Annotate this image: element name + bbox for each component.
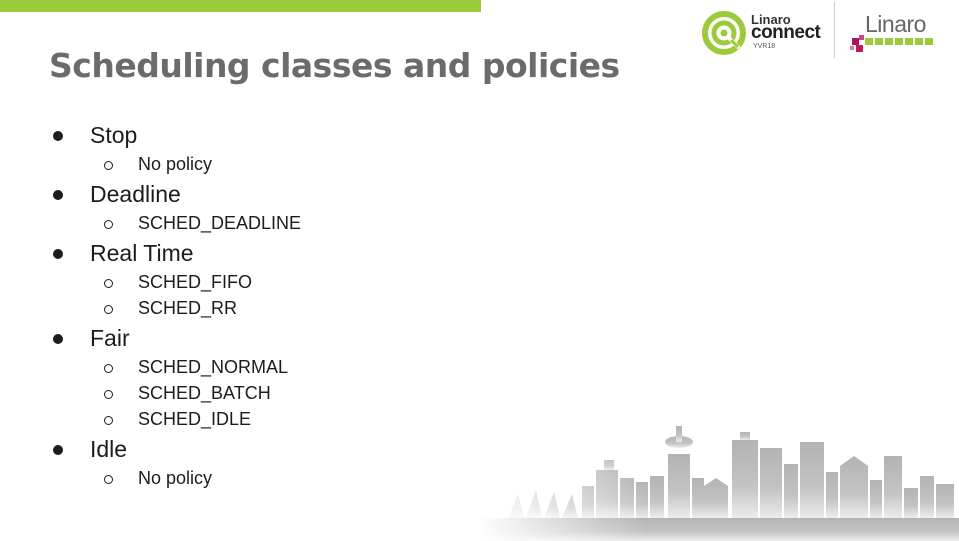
bullet-dot-icon — [53, 249, 63, 259]
sub-bullet-label: SCHED_IDLE — [138, 409, 252, 429]
sub-bullet-ring-icon — [104, 390, 113, 399]
bullet-dot-icon — [53, 334, 63, 344]
bullet-label: Deadline — [90, 181, 181, 207]
sub-bullet-label: SCHED_BATCH — [138, 383, 271, 403]
sub-bullet-ring-icon — [104, 416, 113, 425]
sub-bullet-label: SCHED_RR — [138, 298, 238, 318]
sub-bullet-ring-icon — [104, 279, 113, 288]
logo-divider — [834, 2, 835, 58]
linaro-connect-logo: Linaro connect YVR18 — [701, 10, 821, 60]
sub-bullet-label: SCHED_NORMAL — [138, 357, 289, 377]
sub-bullet-label: No policy — [138, 154, 213, 174]
connect-logo-word-linaro: Linaro — [751, 12, 791, 27]
bullet-label: Stop — [90, 122, 138, 148]
bullet-label: Fair — [90, 325, 130, 351]
sub-bullet-ring-icon — [104, 364, 113, 373]
accent-bar — [0, 0, 481, 12]
bullet-dot-icon — [53, 445, 63, 455]
sub-bullet-label: SCHED_DEADLINE — [138, 213, 302, 233]
bullet-label: Idle — [90, 436, 128, 462]
linaro-squares-icon — [850, 35, 933, 52]
slide-title: Scheduling classes and policies — [49, 46, 620, 85]
sub-bullet-ring-icon — [104, 161, 113, 170]
bullet-label: Real Time — [90, 240, 194, 266]
sub-bullet-label: SCHED_FIFO — [138, 272, 253, 292]
sub-bullet-ring-icon — [104, 305, 113, 314]
sub-bullet-label: No policy — [138, 468, 213, 488]
connect-logo-word-connect: connect — [751, 22, 821, 43]
bullet-dot-icon — [53, 131, 63, 141]
linaro-logo-word: Linaro — [865, 11, 926, 37]
sub-bullet-ring-icon — [104, 475, 113, 484]
bullet-dot-icon — [53, 190, 63, 200]
sub-bullet-ring-icon — [104, 220, 113, 229]
linaro-logo: Linaro — [848, 10, 938, 58]
city-skyline-illustration — [478, 420, 959, 541]
connect-ring-icon — [702, 11, 746, 55]
connect-logo-event: YVR18 — [753, 43, 776, 50]
